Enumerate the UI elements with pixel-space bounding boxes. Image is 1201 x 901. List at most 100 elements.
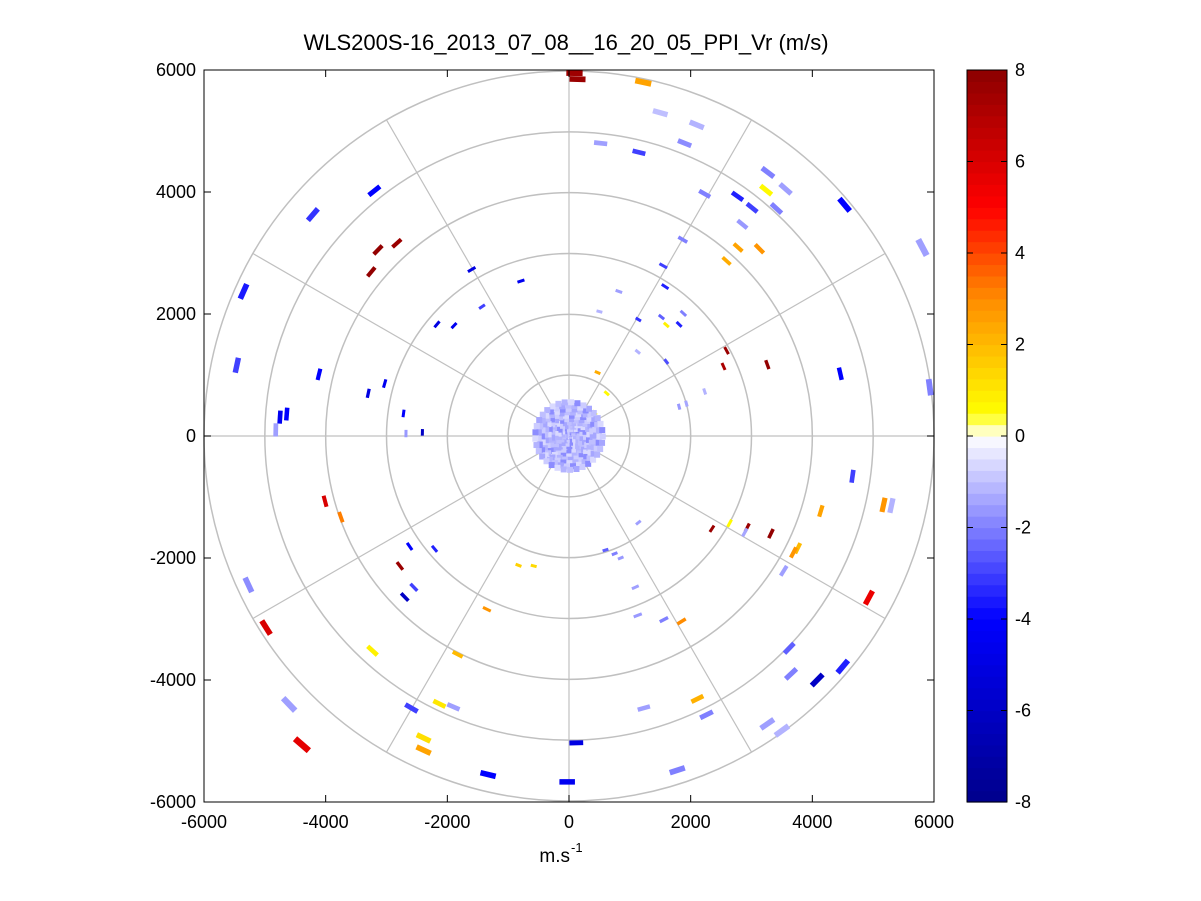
center-point [559, 406, 566, 413]
x-tick-label: -2000 [424, 812, 470, 832]
center-point [555, 450, 562, 457]
data-point [652, 108, 669, 118]
y-tick-label: 6000 [156, 60, 196, 80]
center-point [533, 442, 540, 449]
colorbar-swatch [967, 138, 1007, 151]
center-point [552, 443, 559, 450]
center-point [543, 426, 550, 433]
colorbar-swatch [967, 447, 1007, 460]
data-point [596, 309, 603, 314]
colorbar-swatch [967, 401, 1007, 414]
data-point [764, 359, 771, 370]
center-point [594, 421, 601, 428]
center-point [582, 411, 589, 418]
y-axis: 6000 4000 2000 0 -2000 -4000 -6000 [150, 60, 934, 812]
data-point [759, 717, 776, 731]
center-point [546, 426, 553, 433]
center-point [594, 451, 601, 458]
center-point [586, 415, 593, 422]
center-point [590, 450, 597, 457]
data-point [660, 283, 670, 290]
data-point [741, 527, 749, 538]
center-point [548, 442, 555, 449]
center-point [572, 459, 579, 466]
data-point [783, 667, 799, 681]
data-point [315, 368, 323, 381]
data-point [277, 410, 283, 424]
data-point [925, 378, 934, 396]
y-tick-label: 4000 [156, 182, 196, 202]
data-point [809, 672, 825, 688]
data-point [684, 400, 689, 407]
data-point [835, 658, 851, 675]
x-tick-label: 2000 [671, 812, 711, 832]
data-point [366, 266, 377, 278]
colorbar-swatch [967, 344, 1007, 357]
data-point [366, 644, 379, 657]
center-point [535, 429, 542, 436]
colorbar-swatch [967, 596, 1007, 609]
x-tick-label: -6000 [181, 812, 227, 832]
center-point [537, 423, 544, 430]
data-point [430, 544, 439, 553]
center-point [592, 438, 599, 445]
center-point [585, 460, 592, 467]
data-point [679, 309, 688, 318]
center-point [558, 403, 565, 410]
colorbar-swatch [967, 321, 1007, 334]
data-point [721, 255, 732, 266]
data-point [594, 369, 601, 376]
data-point [603, 390, 610, 397]
center-point [557, 462, 564, 469]
colorbar-swatch [967, 218, 1007, 231]
center-point [563, 416, 570, 423]
center-point [571, 402, 578, 409]
colorbar-swatch [967, 676, 1007, 689]
center-point [577, 420, 584, 427]
center-point [560, 452, 567, 459]
data-point [615, 288, 623, 294]
colorbar-swatch [967, 481, 1007, 494]
center-point [571, 445, 578, 452]
colorbar-swatch [967, 470, 1007, 483]
center-point [551, 424, 558, 431]
data-point [782, 641, 796, 655]
center-point [575, 443, 582, 450]
center-point [544, 407, 551, 414]
center-point [535, 448, 542, 455]
data-point [515, 562, 522, 568]
center-point [582, 438, 589, 445]
data-point [760, 165, 776, 180]
colorbar-swatch [967, 70, 1007, 83]
data-point [662, 321, 670, 329]
center-point [566, 446, 573, 453]
data-point [433, 320, 441, 329]
center-point [541, 421, 548, 428]
colorbar-swatch [967, 333, 1007, 346]
data-point [467, 265, 477, 273]
center-point [596, 433, 603, 440]
data-point [767, 528, 775, 539]
data-point [817, 504, 825, 518]
center-point [578, 439, 585, 446]
colorbar-swatch [967, 493, 1007, 506]
center-point [582, 421, 589, 428]
center-point [563, 412, 570, 419]
colorbar-swatch [967, 367, 1007, 380]
center-point [561, 442, 568, 449]
colorbar-swatch [967, 436, 1007, 449]
center-point [592, 426, 599, 433]
colorbar-swatch [967, 584, 1007, 597]
data-point [708, 524, 716, 533]
center-point [562, 423, 569, 430]
colorbar-swatch [967, 538, 1007, 551]
y-tick-label: -4000 [150, 670, 196, 690]
center-point [575, 446, 582, 453]
center-point [565, 419, 572, 426]
data-point [736, 218, 749, 230]
colorbar-tick-label: 6 [1015, 152, 1025, 172]
center-point [536, 441, 543, 448]
center-point [549, 421, 556, 428]
center-point [556, 436, 563, 443]
x-tick-label: 4000 [792, 812, 832, 832]
